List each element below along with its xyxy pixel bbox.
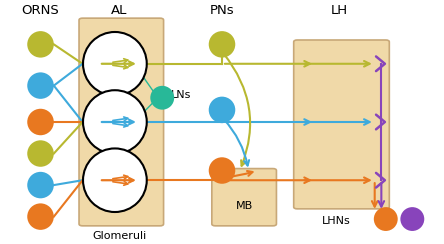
Ellipse shape bbox=[209, 157, 235, 184]
Text: PNs: PNs bbox=[210, 4, 234, 17]
Ellipse shape bbox=[209, 97, 235, 123]
FancyBboxPatch shape bbox=[79, 18, 163, 226]
Ellipse shape bbox=[27, 109, 54, 135]
Text: Glomeruli: Glomeruli bbox=[92, 231, 147, 241]
Ellipse shape bbox=[27, 203, 54, 230]
Ellipse shape bbox=[83, 148, 147, 212]
Ellipse shape bbox=[151, 86, 174, 110]
Ellipse shape bbox=[27, 140, 54, 167]
Ellipse shape bbox=[400, 207, 424, 231]
Ellipse shape bbox=[374, 207, 398, 231]
Text: LNs: LNs bbox=[171, 90, 191, 100]
FancyBboxPatch shape bbox=[293, 40, 389, 209]
Ellipse shape bbox=[83, 90, 147, 154]
Ellipse shape bbox=[27, 72, 54, 99]
Text: LH: LH bbox=[331, 4, 348, 17]
Text: ORNS: ORNS bbox=[22, 4, 59, 17]
Ellipse shape bbox=[209, 31, 235, 58]
Text: AL: AL bbox=[111, 4, 127, 17]
Ellipse shape bbox=[27, 31, 54, 58]
Text: MB: MB bbox=[235, 201, 253, 211]
FancyBboxPatch shape bbox=[212, 169, 277, 226]
Ellipse shape bbox=[83, 32, 147, 96]
Text: LHNs: LHNs bbox=[321, 216, 350, 226]
Ellipse shape bbox=[27, 172, 54, 198]
